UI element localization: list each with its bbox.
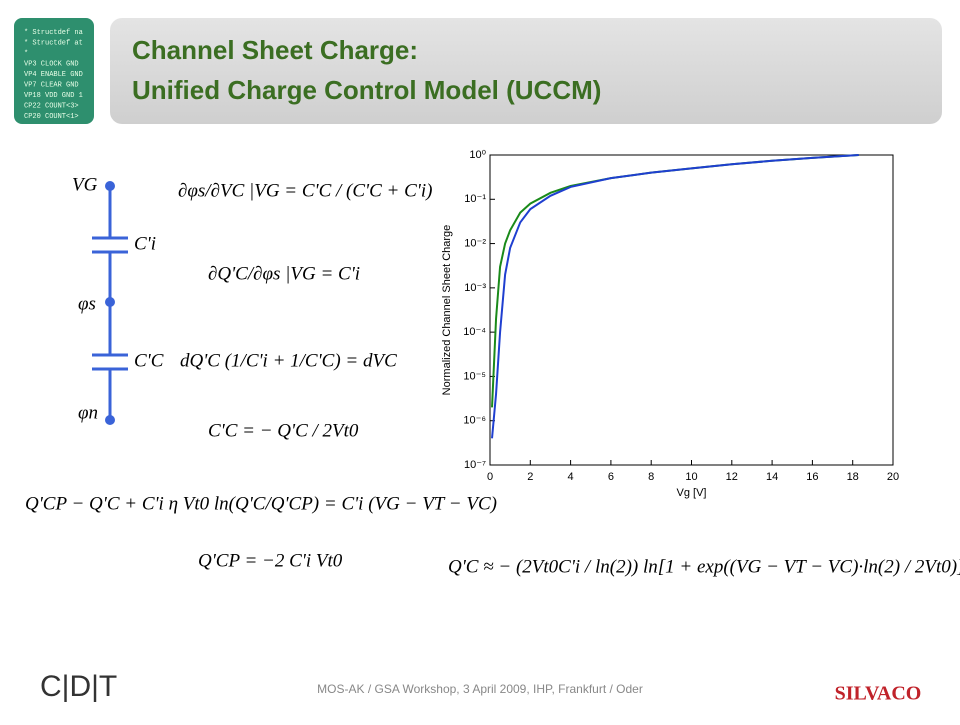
equation: Q'C ≈ − (2Vt0C'i / ln(2)) ln[1 + exp((VG… bbox=[448, 556, 960, 577]
y-tick-label: 10⁻⁷ bbox=[464, 459, 486, 471]
x-tick-label: 2 bbox=[527, 471, 533, 483]
x-tick-label: 16 bbox=[806, 471, 818, 483]
plot-area bbox=[489, 154, 894, 466]
code-text: * Structdef na * Structdef at * VP3 CLOCK G… bbox=[24, 29, 83, 121]
code-thumbnail bbox=[14, 18, 94, 124]
code-line: VP4 ENABLE GND bbox=[24, 71, 83, 79]
code-line: * Structdef at bbox=[24, 39, 83, 47]
line-series bbox=[491, 154, 859, 439]
y-tick-label: 10⁰ bbox=[469, 149, 486, 161]
x-tick-label: 18 bbox=[847, 471, 859, 483]
x-tick-label: 8 bbox=[648, 471, 654, 483]
code-line: CP22 COUNT<3> bbox=[24, 102, 79, 110]
y-tick-label: 10⁻⁴ bbox=[463, 326, 486, 338]
y-tick-label: 10⁻³ bbox=[464, 282, 486, 294]
circuit-label: C'i bbox=[134, 233, 156, 254]
equation: ∂φs/∂VC |VG = C'C / (C'C + C'i) bbox=[178, 180, 432, 201]
title: Unified Charge Control Model (UCCM) bbox=[132, 75, 601, 105]
x-tick-label: 4 bbox=[568, 471, 574, 483]
x-axis-label: Vg [V] bbox=[677, 487, 707, 499]
code-line: VP3 CLOCK GND bbox=[24, 60, 79, 68]
y-tick-label: 10⁻⁵ bbox=[463, 370, 486, 382]
code-line: * bbox=[24, 50, 28, 58]
circuit-nodes bbox=[105, 181, 115, 425]
circuit-label: C'C bbox=[134, 350, 164, 371]
x-tick-label: 20 bbox=[887, 471, 899, 483]
logo-left: C|D|T bbox=[40, 670, 117, 703]
equation: C'C = − Q'C / 2Vt0 bbox=[208, 420, 359, 441]
x-tick-label: 10 bbox=[685, 471, 697, 483]
footer-text: MOS-AK / GSA Workshop, 3 April 2009, IHP… bbox=[317, 682, 643, 696]
title-box bbox=[110, 18, 942, 124]
code-line: VP18 VDD GND 1 bbox=[24, 92, 83, 100]
code-line: CP20 COUNT<1> bbox=[24, 113, 79, 121]
circuit-label: φn bbox=[78, 402, 98, 423]
x-tick-label: 14 bbox=[766, 471, 778, 483]
equation: Q'CP − Q'C + C'i η Vt0 ln(Q'C/Q'CP) = C'… bbox=[25, 493, 497, 514]
x-tick-label: 12 bbox=[726, 471, 738, 483]
code-line: * Structdef na bbox=[24, 29, 83, 37]
equation: Q'CP = −2 C'i Vt0 bbox=[198, 550, 343, 571]
y-axis-label: Normalized Channel Sheet Charge bbox=[441, 225, 453, 396]
code-line: VP7 CLEAR GND bbox=[24, 81, 79, 89]
x-tick-label: 0 bbox=[487, 471, 493, 483]
equation: ∂Q'C/∂φs |VG = C'i bbox=[208, 263, 360, 284]
equation: dQ'C (1/C'i + 1/C'C) = dVC bbox=[180, 350, 397, 371]
logo-right: SILVACO bbox=[835, 683, 922, 705]
circuit-label: VG bbox=[72, 174, 98, 195]
chart: 0 2 4 6 8 10 12 14 16 18 20 10⁻⁷ 10⁻⁶ 10⁻⁵ 10⁻⁴ 10⁻³ 10⁻… bbox=[441, 149, 899, 499]
title: Channel Sheet Charge: bbox=[132, 35, 418, 65]
y-tick-label: 10⁻¹ bbox=[464, 193, 486, 205]
y-tick-label: 10⁻⁶ bbox=[463, 415, 486, 427]
circuit-label: φs bbox=[78, 293, 96, 314]
y-tick-label: 10⁻² bbox=[464, 237, 486, 249]
x-tick-label: 6 bbox=[608, 471, 614, 483]
